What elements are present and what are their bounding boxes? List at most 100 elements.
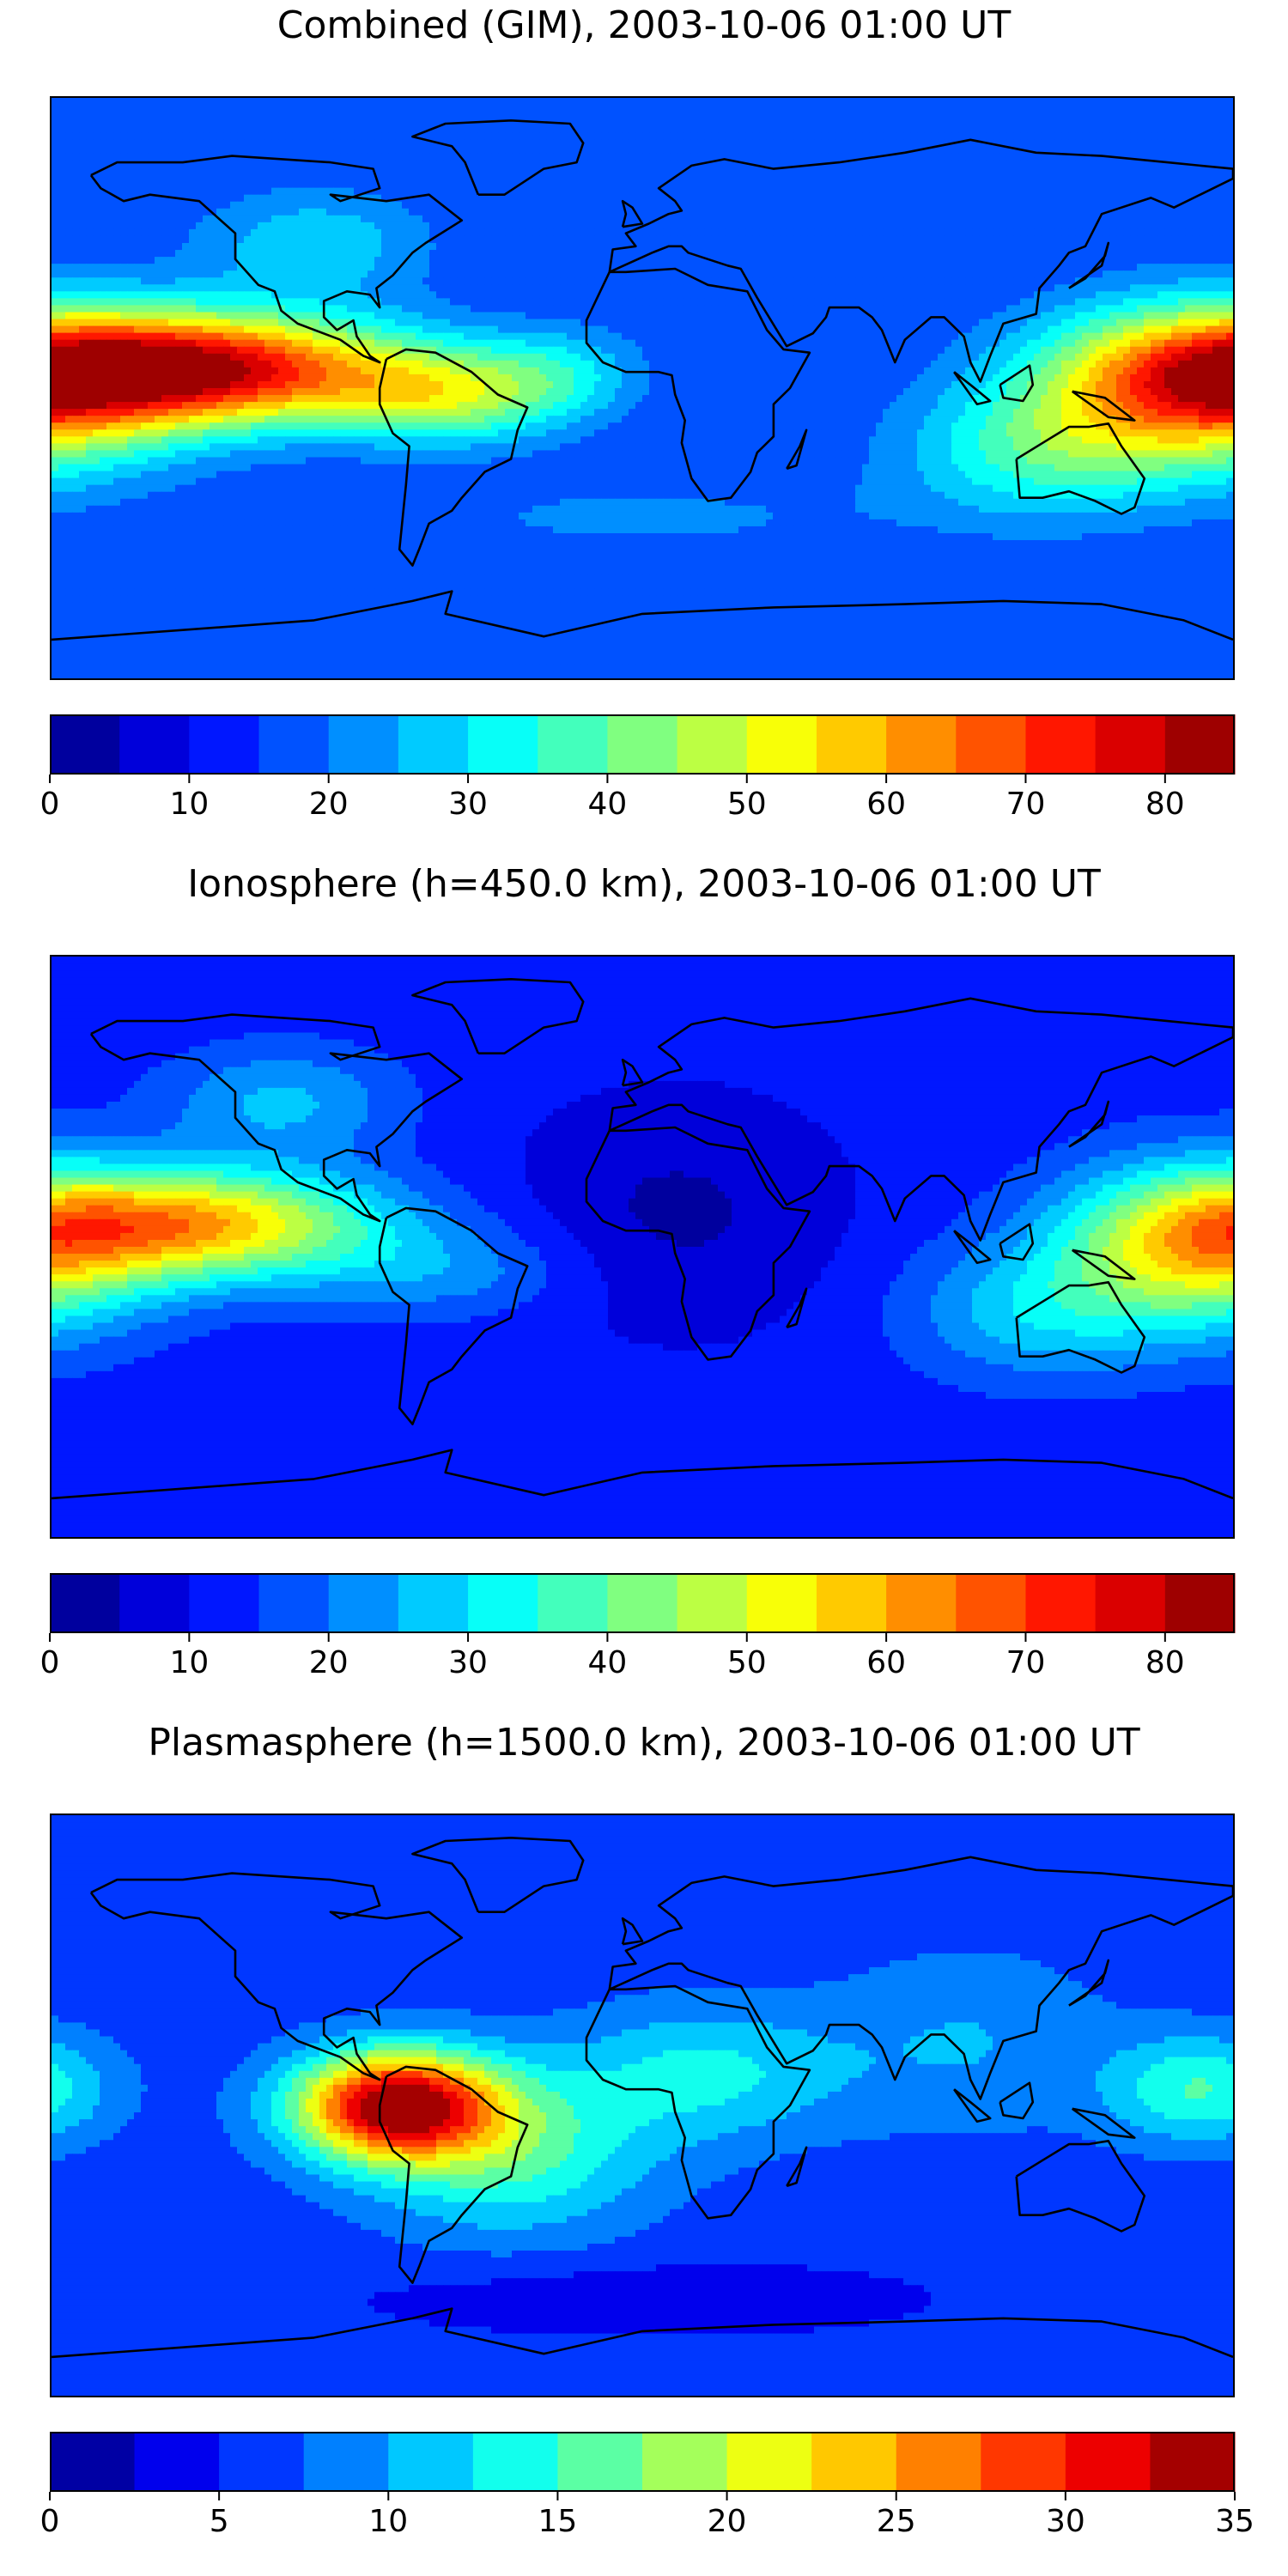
- contour-cell: [1192, 167, 1200, 175]
- contour-cell: [203, 194, 210, 203]
- contour-cell: [292, 146, 300, 154]
- contour-cell: [258, 208, 265, 216]
- contour-cell: [491, 125, 499, 133]
- contour-cell: [100, 132, 107, 140]
- contour-cell: [924, 173, 932, 182]
- contour-cell: [615, 228, 623, 237]
- contour-cell: [732, 228, 739, 237]
- contour-cell: [835, 291, 842, 299]
- contour-cell: [141, 284, 149, 292]
- contour-cell: [979, 201, 987, 210]
- contour-cell: [333, 235, 341, 244]
- contour-cell: [951, 180, 959, 189]
- contour-cell: [848, 284, 856, 292]
- contour-cell: [999, 187, 1007, 196]
- contour-cell: [409, 222, 416, 230]
- contour-cell: [642, 105, 650, 112]
- contour-cell: [1048, 264, 1055, 271]
- contour-cell: [100, 160, 107, 168]
- contour-cell: [168, 105, 176, 112]
- contour-cell: [333, 153, 341, 161]
- contour-cell: [1041, 215, 1048, 223]
- contour-cell: [374, 277, 382, 285]
- contour-cell: [381, 139, 389, 147]
- contour-cell: [203, 153, 210, 161]
- contour-cell: [890, 264, 897, 271]
- contour-cell: [299, 112, 307, 119]
- contour-cell: [635, 112, 643, 119]
- contour-cell: [876, 250, 884, 258]
- contour-cell: [1089, 284, 1097, 292]
- contour-cell: [986, 222, 993, 230]
- contour-cell: [477, 139, 485, 147]
- contour-cell: [869, 180, 877, 189]
- contour-cell: [1048, 291, 1055, 299]
- contour-cell: [1034, 208, 1042, 216]
- contour-cell: [1178, 167, 1186, 175]
- contour-cell: [1020, 132, 1028, 140]
- contour-cell: [642, 277, 650, 285]
- contour-cell: [127, 222, 135, 230]
- contour-cell: [855, 228, 863, 237]
- contour-cell: [615, 146, 623, 154]
- contour-cell: [814, 235, 822, 244]
- contour-cell: [1116, 118, 1124, 126]
- contour-cell: [285, 228, 293, 237]
- contour-cell: [999, 270, 1007, 278]
- contour-cell: [1068, 180, 1076, 189]
- contour-cell: [340, 257, 348, 264]
- contour-cell: [251, 201, 258, 210]
- contour-cell: [951, 277, 959, 285]
- contour-cell: [745, 118, 753, 126]
- contour-cell: [560, 98, 568, 106]
- contour-cell: [711, 215, 719, 223]
- contour-cell: [1082, 153, 1090, 161]
- contour-cell: [965, 201, 973, 210]
- contour-cell: [127, 98, 135, 106]
- contour-cell: [1185, 270, 1193, 278]
- contour-cell: [127, 201, 135, 210]
- contour-cell: [1089, 112, 1097, 119]
- contour-cell: [299, 139, 307, 147]
- contour-cell: [443, 105, 451, 112]
- contour-cell: [896, 257, 904, 264]
- contour-cell: [608, 194, 616, 203]
- contour-cell: [278, 208, 286, 216]
- contour-cell: [1096, 235, 1103, 244]
- contour-cell: [168, 264, 176, 271]
- contour-cell: [718, 291, 726, 299]
- contour-cell: [251, 132, 258, 140]
- contour-cell: [505, 125, 513, 133]
- contour-cell: [649, 160, 657, 168]
- contour-cell: [86, 291, 94, 299]
- contour-cell: [223, 277, 231, 285]
- contour-cell: [100, 180, 107, 189]
- contour-cell: [1164, 243, 1172, 251]
- contour-cell: [141, 98, 149, 106]
- contour-cell: [670, 284, 677, 292]
- contour-cell: [931, 167, 939, 175]
- contour-cell: [58, 291, 66, 299]
- contour-cell: [1144, 187, 1151, 196]
- contour-cell: [931, 228, 939, 237]
- contour-cell: [910, 291, 918, 299]
- contour-cell: [100, 243, 107, 251]
- contour-cell: [251, 235, 258, 244]
- contour-cell: [381, 118, 389, 126]
- contour-cell: [86, 215, 94, 223]
- contour-cell: [1164, 222, 1172, 230]
- contour-cell: [642, 194, 650, 203]
- contour-cell: [917, 139, 925, 147]
- contour-cell: [780, 257, 787, 264]
- contour-cell: [1123, 208, 1131, 216]
- contour-cell: [670, 125, 677, 133]
- contour-cell: [945, 257, 952, 264]
- contour-cell: [285, 173, 293, 182]
- contour-cell: [175, 228, 183, 237]
- contour-cell: [484, 98, 492, 106]
- contour-cell: [848, 243, 856, 251]
- contour-cell: [251, 270, 258, 278]
- contour-cell: [1206, 201, 1213, 210]
- contour-cell: [216, 98, 224, 106]
- contour-cell: [264, 277, 272, 285]
